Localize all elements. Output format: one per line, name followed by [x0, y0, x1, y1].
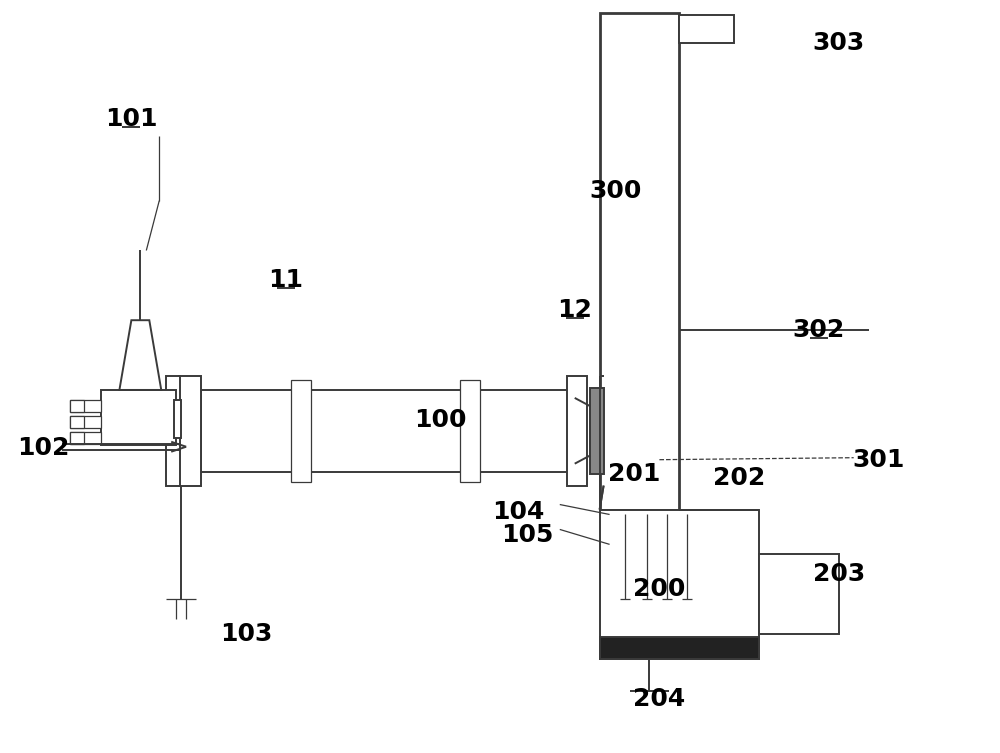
Bar: [759, 554, 839, 634]
Bar: [567, 376, 587, 486]
Bar: [179, 376, 201, 486]
Text: 202: 202: [713, 465, 765, 489]
Text: 103: 103: [220, 622, 272, 646]
Bar: [70, 416, 101, 428]
Bar: [166, 376, 180, 486]
Text: 201: 201: [608, 462, 661, 486]
Bar: [70, 416, 84, 428]
Text: 100: 100: [414, 408, 466, 431]
Bar: [600, 510, 759, 659]
Bar: [600, 637, 759, 659]
Text: 105: 105: [501, 523, 553, 547]
Text: 101: 101: [105, 107, 158, 131]
Bar: [679, 15, 734, 43]
Text: 301: 301: [852, 448, 905, 471]
Text: 303: 303: [813, 31, 865, 55]
Bar: [70, 431, 101, 444]
Bar: [70, 431, 84, 444]
Bar: [291, 380, 311, 482]
Bar: [590, 388, 604, 474]
Text: 300: 300: [589, 178, 642, 203]
Text: 204: 204: [633, 687, 686, 711]
Text: 102: 102: [18, 436, 70, 460]
Bar: [460, 380, 480, 482]
Bar: [70, 400, 101, 412]
Bar: [174, 400, 181, 437]
Text: 302: 302: [793, 319, 845, 342]
Bar: [101, 390, 176, 445]
Polygon shape: [119, 320, 161, 390]
Bar: [70, 400, 84, 412]
Text: 104: 104: [492, 499, 544, 523]
Text: 203: 203: [813, 562, 865, 587]
Bar: [201, 390, 575, 471]
Text: 11: 11: [268, 268, 303, 292]
Text: 12: 12: [557, 298, 592, 322]
Bar: [600, 14, 679, 510]
Text: 200: 200: [633, 578, 686, 601]
